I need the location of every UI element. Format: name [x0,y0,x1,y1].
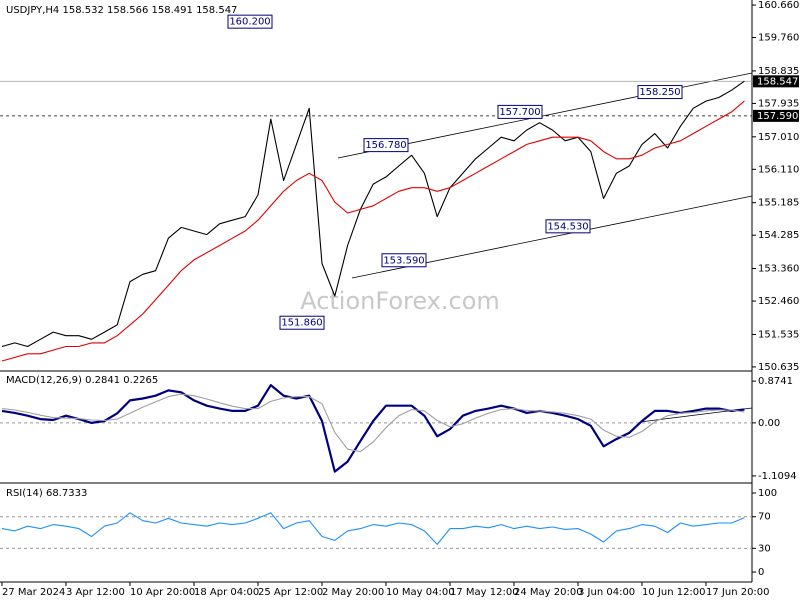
annotation-label: 154.530 [547,221,588,232]
x-tick-label: 17 Jun 20:00 [706,587,770,598]
y-tick-label: 100 [758,488,777,499]
series-line [1,100,745,362]
y-tick-label: 150.635 [758,362,799,373]
annotation-label: 160.200 [229,17,270,28]
annotation-box [363,138,409,153]
x-tick-label: 10 Jun 12:00 [642,587,706,598]
chart-title: USDJPY,H4 158.532 158.566 158.491 158.54… [6,5,237,16]
x-tick-label: 3 Jun 04:00 [578,587,635,598]
x-tick-label: 18 Apr 04:00 [194,587,259,598]
y-tick-label: 152.460 [758,296,799,307]
y-tick-label: 159.760 [758,33,799,44]
annotation-box [637,85,683,100]
series-line [1,80,745,348]
annotation-label: 151.860 [281,318,322,329]
y-tick-label: 70 [758,512,771,523]
price-box [753,109,799,122]
y-tick-label: 157.935 [758,98,799,109]
y-tick-label: 156.110 [758,164,799,175]
y-tick-label: 0.8741 [758,376,793,387]
annotation-label: 156.780 [365,140,406,151]
x-tick-label: 24 May 20:00 [514,587,583,598]
annotation-box [545,219,591,234]
y-tick-label: 157.010 [758,132,799,143]
y-tick-label: 0 [758,567,764,578]
x-tick-label: 2 May 20:00 [322,587,384,598]
annotation-label: 158.250 [639,87,680,98]
x-tick-label: 27 Mar 2024 [2,587,65,598]
x-tick-label: 10 Apr 20:00 [130,587,195,598]
y-tick-label: 155.185 [758,198,799,209]
annotation-box [497,104,543,119]
macd-title: MACD(12,26,9) 0.2841 0.2265 [6,375,158,386]
y-tick-label: 154.285 [758,230,799,241]
annotation-label: 157.700 [499,107,540,118]
x-tick-label: 3 Apr 12:00 [66,587,125,598]
x-tick-label: 25 Apr 12:00 [258,587,323,598]
series-line [1,393,745,453]
annotation-box [227,14,273,29]
y-tick-label: 151.535 [758,329,799,340]
x-tick-label: 10 May 04:00 [386,587,455,598]
watermark: ActionForex.com [300,287,500,315]
price-box [753,75,799,88]
y-tick-label: 160.660 [758,0,799,11]
annotation-box [381,253,427,268]
y-tick-label: 0.00 [758,418,780,429]
y-tick-label: 30 [758,543,771,554]
price-box-label: 158.547 [757,76,798,87]
annotation-label: 153.590 [383,255,424,266]
y-tick-label: -1.1094 [758,471,797,482]
x-tick-label: 17 May 12:00 [450,587,519,598]
rsi-title: RSI(14) 68.7333 [6,488,87,499]
annotation-box [279,315,325,330]
series-line [1,512,745,545]
y-tick-label: 158.835 [758,66,799,77]
y-tick-label: 153.360 [758,264,799,275]
price-box-label: 157.590 [757,111,798,122]
